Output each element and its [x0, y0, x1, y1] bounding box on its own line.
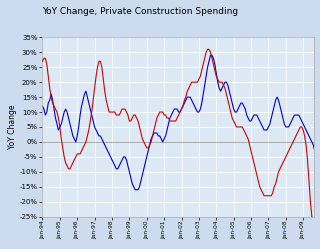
Text: YoY Change, Private Construction Spending: YoY Change, Private Construction Spendin…	[42, 7, 238, 16]
Y-axis label: YoY Change: YoY Change	[8, 105, 17, 149]
